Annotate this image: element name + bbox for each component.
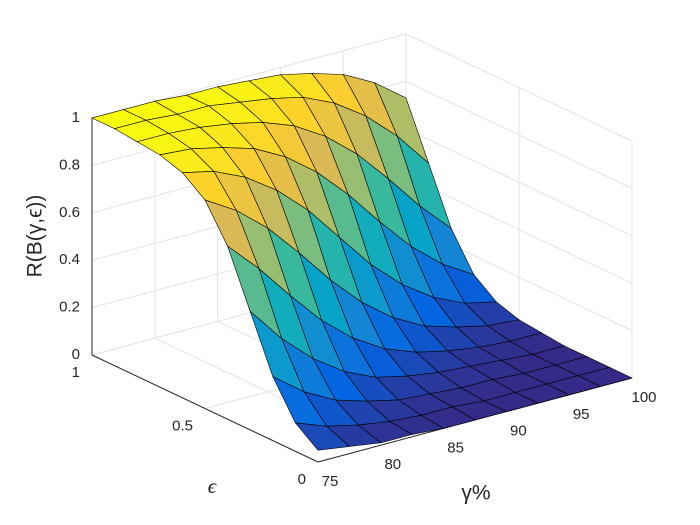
z-tick-label: 0.8 <box>59 156 80 173</box>
z-tick-label: 0.4 <box>59 251 80 268</box>
grid-line <box>405 175 633 284</box>
y-tick-label: 0 <box>298 471 306 488</box>
grid-line <box>405 80 633 189</box>
x-tick-label: 85 <box>447 439 464 456</box>
y-tick-label: 0.5 <box>172 417 193 434</box>
grid-line <box>405 33 633 142</box>
x-tick-label: 95 <box>573 406 590 423</box>
z-tick-label: 0.2 <box>59 299 80 316</box>
x-axis-label: γ% <box>461 482 490 505</box>
x-tick-label: 80 <box>384 456 401 473</box>
z-axis-label: R(B(γ,ϵ)) <box>24 195 47 278</box>
x-tick-label: 75 <box>322 473 339 490</box>
surface-face <box>294 422 351 451</box>
z-tick-label: 0.6 <box>59 204 80 221</box>
surface <box>91 73 633 451</box>
x-tick-label: 90 <box>510 423 527 440</box>
z-tick-label: 1 <box>72 109 80 126</box>
z-tick-label: 0 <box>72 346 80 363</box>
axis-line <box>91 354 319 463</box>
grid-line <box>405 128 633 237</box>
y-tick-label: 1 <box>72 364 80 381</box>
x-tick-label: 100 <box>631 389 656 406</box>
y-axis-label: ϵ <box>208 474 218 498</box>
